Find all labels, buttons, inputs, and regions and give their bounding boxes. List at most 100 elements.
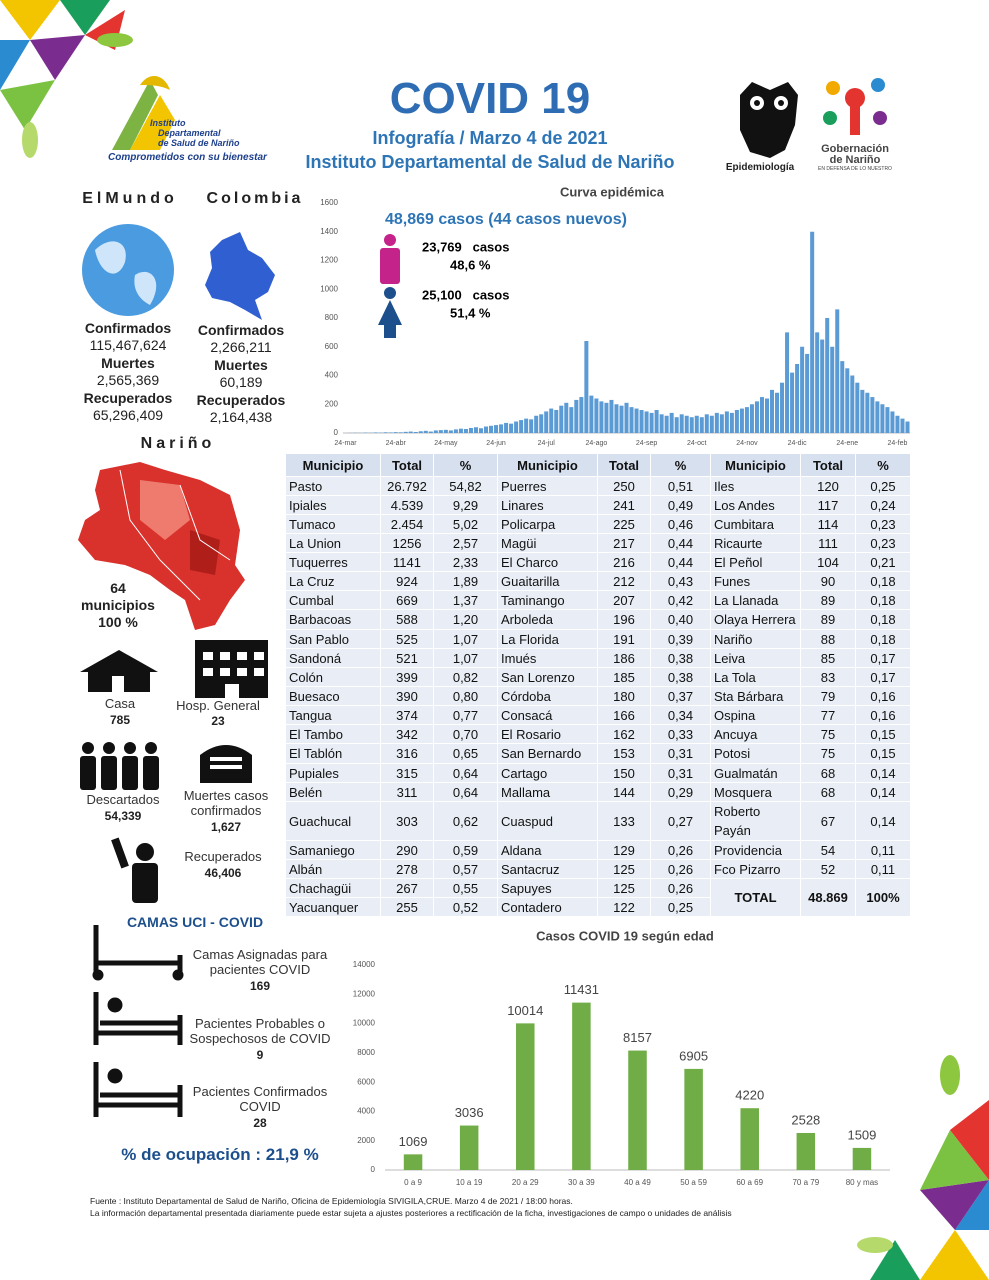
column-header: Municipio xyxy=(497,453,598,477)
table-cell: Pasto xyxy=(285,476,381,496)
icu-value: 169 xyxy=(249,979,271,993)
house-icon xyxy=(80,650,158,692)
table-cell: 588 xyxy=(380,609,434,630)
bar xyxy=(780,382,785,433)
x-tick-label: 24-abr xyxy=(386,440,407,447)
table-row: Tangua 374 0,77 Consacá 166 0,34 Ospina 77 0,16 xyxy=(285,705,911,725)
facility-value: 46,406 xyxy=(204,866,242,880)
bar xyxy=(519,420,524,433)
table-cell: 924 xyxy=(380,571,434,591)
table-cell: 0,17 xyxy=(855,648,911,668)
data-label: 1509 xyxy=(847,1127,876,1142)
bar xyxy=(534,415,539,433)
x-tick-label: 24-ago xyxy=(585,440,607,447)
stat-value: 2,164,438 xyxy=(209,409,273,425)
table-cell: 0,17 xyxy=(855,667,911,687)
municipality-table: Municipio Total% Municipio Total% Municipio T… xyxy=(285,453,911,917)
table-row: Albán 278 0,57 Santacruz 125 0,26 Fco Pizarro 5… xyxy=(285,859,911,879)
bar xyxy=(423,430,428,433)
table-row: Chachagüi 267 0,55 Sapuyes 125 0,26 TOTAL 48.86… xyxy=(285,878,911,917)
table-cell: 68 xyxy=(800,763,856,783)
bar xyxy=(624,402,629,433)
stat-value: 115,467,624 xyxy=(89,337,167,353)
bar xyxy=(855,382,860,433)
total-cell: 48.869 xyxy=(800,878,856,917)
x-tick-label: 24-jul xyxy=(538,440,556,447)
y-tick-label: 10000 xyxy=(353,1019,376,1028)
y-tick-label: 0 xyxy=(334,428,339,437)
stat-label: Confirmados xyxy=(197,322,285,338)
facility-label: Muertes casos confirmados xyxy=(183,788,269,818)
bar xyxy=(554,410,559,433)
bar xyxy=(679,414,684,433)
bar xyxy=(549,408,554,433)
table-cell: 9,29 xyxy=(433,495,498,515)
table-cell: El Rosario xyxy=(497,724,598,744)
annotation-percent: 48,6 % xyxy=(450,257,491,272)
table-cell: 2,33 xyxy=(433,552,498,572)
y-tick-label: 200 xyxy=(325,399,339,408)
table-cell: 77 xyxy=(800,705,856,725)
bar xyxy=(516,1023,535,1170)
table-cell: Potosi xyxy=(710,743,801,764)
table-cell: Taminango xyxy=(497,590,598,610)
bar xyxy=(489,425,494,433)
table-cell: La Florida xyxy=(497,629,598,649)
footer: La información departamental presentada … xyxy=(90,1208,732,1218)
bar xyxy=(383,432,388,433)
table-cell: 180 xyxy=(597,686,651,706)
table-cell: La Llanada xyxy=(710,590,801,610)
total-cell: TOTAL xyxy=(710,878,801,917)
female-icon xyxy=(378,287,402,338)
data-label: 2528 xyxy=(791,1112,820,1127)
stat-label: Muertes xyxy=(101,355,155,371)
municipality-percent: 100 % xyxy=(98,614,138,630)
y-tick-label: 12000 xyxy=(353,989,376,998)
table-cell: 88 xyxy=(800,629,856,649)
bar xyxy=(453,429,458,433)
bar xyxy=(744,407,749,433)
table-cell: 241 xyxy=(597,495,651,515)
bar xyxy=(852,1147,872,1170)
table-cell: 1,07 xyxy=(433,629,498,649)
bar xyxy=(770,389,775,433)
bar xyxy=(644,411,649,433)
icu-label: Pacientes Confirmados COVID xyxy=(192,1084,328,1114)
bar xyxy=(714,412,719,433)
table-cell: 0,42 xyxy=(650,590,711,610)
table-cell: Iles xyxy=(710,476,801,496)
bar xyxy=(870,397,875,433)
table-cell: Guaitarilla xyxy=(497,571,598,591)
facility-value: 785 xyxy=(109,713,131,727)
bar xyxy=(393,432,398,433)
x-tick-label: 24-sep xyxy=(636,440,658,447)
facility-value: 1,627 xyxy=(210,820,242,834)
table-row: Colón 399 0,82 San Lorenzo 185 0,38 La Tola 83 0… xyxy=(285,667,911,687)
table-cell: 0,46 xyxy=(650,514,711,534)
table-cell: Leiva xyxy=(710,648,801,668)
table-cell: 0,23 xyxy=(855,514,911,534)
bar xyxy=(674,417,679,433)
table-cell: 1,89 xyxy=(433,571,498,591)
bar xyxy=(619,405,624,433)
bar xyxy=(388,432,393,433)
table-row: Yacuanquer 255 0,52 Contadero 122 0,25 xyxy=(285,897,911,917)
table-cell: 0,70 xyxy=(433,724,498,744)
x-tick-label: 20 a 29 xyxy=(512,1178,539,1187)
colombia-map xyxy=(205,232,275,320)
table-cell: 129 xyxy=(597,840,651,860)
table-cell: 104 xyxy=(800,552,856,572)
bar xyxy=(729,412,734,433)
table-cell: 4.539 xyxy=(380,495,434,515)
table-cell: Mosquera xyxy=(710,782,801,802)
table-cell: 0,59 xyxy=(433,840,498,860)
y-tick-label: 4000 xyxy=(357,1107,375,1116)
annotation-percent: 51,4 % xyxy=(450,305,491,320)
bar xyxy=(734,410,739,433)
bar xyxy=(775,392,780,433)
x-tick-label: 40 a 49 xyxy=(624,1178,651,1187)
bar xyxy=(443,429,448,433)
table-cell: 0,26 xyxy=(650,859,711,879)
logo-tagline: Comprometidos con su bienestar xyxy=(108,152,267,163)
